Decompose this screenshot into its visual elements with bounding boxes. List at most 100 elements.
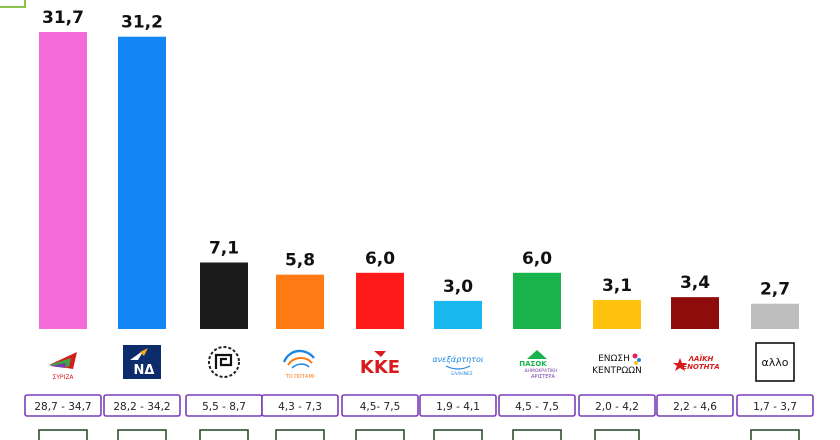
bottom-box-2 [117,429,167,440]
range-box-frame [498,394,576,417]
potami-wave-2 [287,357,313,366]
range-label: 5,5 - 8,7 [202,401,246,413]
nd-flame [140,348,148,356]
bottom-box-7 [512,429,562,440]
bar-5 [356,272,404,329]
enosi-dot-2 [637,358,641,362]
enosi-logo-text-1: ΕΝΩΣΗ [598,354,630,364]
le-logo-text-1: ΛΑΪΚΗ [688,354,714,363]
range-box-frame [419,394,497,417]
other-logo-icon: αλλο [755,342,795,382]
range-label: 4,5 - 7,5 [515,401,559,413]
bar-10 [751,303,799,329]
range-label: 1,9 - 4,1 [436,401,480,413]
value-label-9: 3,4 [680,273,710,293]
enosi-kentroon-logo-icon: ΕΝΩΣΗ ΚΕΝΤΡΩΩΝ [592,353,642,376]
nd-logo-text: ΝΔ [134,363,155,378]
range-box-frame [341,394,419,417]
range-box-8: 2,0 - 4,2 [578,394,656,417]
range-label: 4,5- 7,5 [360,401,401,413]
bar-8 [593,299,641,329]
range-box-6: 1,9 - 4,1 [419,394,497,417]
potami-logo-text: ΤΟ ΠΟΤΑΜΙ [285,374,315,380]
range-box-frame [24,394,102,417]
pasok-logo-text: ΠΑΣΟΚ [519,360,547,368]
bottom-box-6 [433,429,483,440]
nd-logo-icon: ΝΔ [123,345,161,379]
range-box-2: 28,2 - 34,2 [103,394,181,417]
bottom-box-3 [199,429,249,440]
value-label-1: 31,7 [42,8,84,28]
anel-swoosh [445,365,471,370]
potami-wave-1 [282,349,315,363]
other-logo-frame [755,342,795,382]
range-box-4: 4,3 - 7,3 [261,394,339,417]
kke-hammer-sickle [374,351,386,357]
value-label-6: 3,0 [443,277,473,297]
pasok-logo-subtext-2: ΑΡΙΣΤΕΡΑ [531,374,555,380]
syriza-logo-icon: ΣΥΡΙΖΑ [49,352,77,381]
le-star-icon [673,358,687,371]
range-box-7: 4,5 - 7,5 [498,394,576,417]
bar-6 [434,300,482,329]
range-box-1: 28,7 - 34,7 [24,394,102,417]
syriza-logo-text: ΣΥΡΙΖΑ [52,374,74,381]
range-box-frame [578,394,656,417]
bottom-box-8 [594,429,640,440]
bottom-box-5 [355,429,405,440]
kke-logo-text: ΚΚΕ [360,357,400,378]
bar-2 [118,36,166,330]
range-label: 28,7 - 34,7 [34,401,91,413]
syriza-flag-purple [50,363,66,368]
bar-1 [39,32,87,329]
enosi-logo-text-2: ΚΕΝΤΡΩΩΝ [592,366,642,376]
pasok-sun-icon [527,350,547,359]
nd-logo-bg [123,345,161,379]
corner-frame [0,0,26,8]
other-logo-text: αλλο [761,356,788,369]
enosi-dot-3 [634,361,638,365]
value-label-7: 6,0 [522,249,552,269]
meander-wreath-icon [208,346,240,378]
range-label: 4,3 - 7,3 [278,401,322,413]
value-label-5: 6,0 [365,249,395,269]
wreath-ring [208,346,240,378]
value-label-8: 3,1 [602,276,632,296]
value-label-3: 7,1 [209,238,239,258]
range-box-frame [736,394,814,417]
range-box-frame [261,394,339,417]
range-box-3: 5,5 - 8,7 [185,394,263,417]
anel-logo-icon: ανεξάρτητοι ΕΛΛΗΝΕΣ [432,355,483,377]
range-label: 1,7 - 3,7 [753,401,797,413]
meander-shape [214,353,233,369]
bottom-box-9 [750,429,800,440]
range-box-frame [656,394,734,417]
potami-logo-icon: ΤΟ ΠΟΤΑΜΙ [282,349,315,380]
value-label-10: 2,7 [760,280,790,300]
pasok-logo-subtext-1: ΔΗΜΟΚΡΑΤΙΚΗ [524,368,557,374]
enosi-dot-1 [632,353,638,359]
range-label: 28,2 - 34,2 [113,401,170,413]
bottom-box-1 [38,429,88,440]
bar-9 [671,297,719,329]
range-label: 2,2 - 4,6 [673,401,717,413]
range-box-frame [103,394,181,417]
bar-3 [200,262,248,329]
anel-logo-subtext: ΕΛΛΗΝΕΣ [451,371,473,377]
range-box-9: 2,2 - 4,6 [656,394,734,417]
range-label: 2,0 - 4,2 [595,401,639,413]
potami-wave-3 [291,363,310,369]
bar-4 [276,274,324,329]
anel-logo-text: ανεξάρτητοι [432,355,483,364]
bottom-box-4 [275,429,325,440]
range-box-5: 4,5- 7,5 [341,394,419,417]
kke-logo-icon: ΚΚΕ [360,351,400,378]
value-label-4: 5,8 [285,251,315,271]
range-box-10: 1,7 - 3,7 [736,394,814,417]
le-logo-text-2: ΕΝΟΤΗΤΑ [682,363,719,371]
value-label-2: 31,2 [121,13,163,33]
bar-7 [513,272,561,329]
